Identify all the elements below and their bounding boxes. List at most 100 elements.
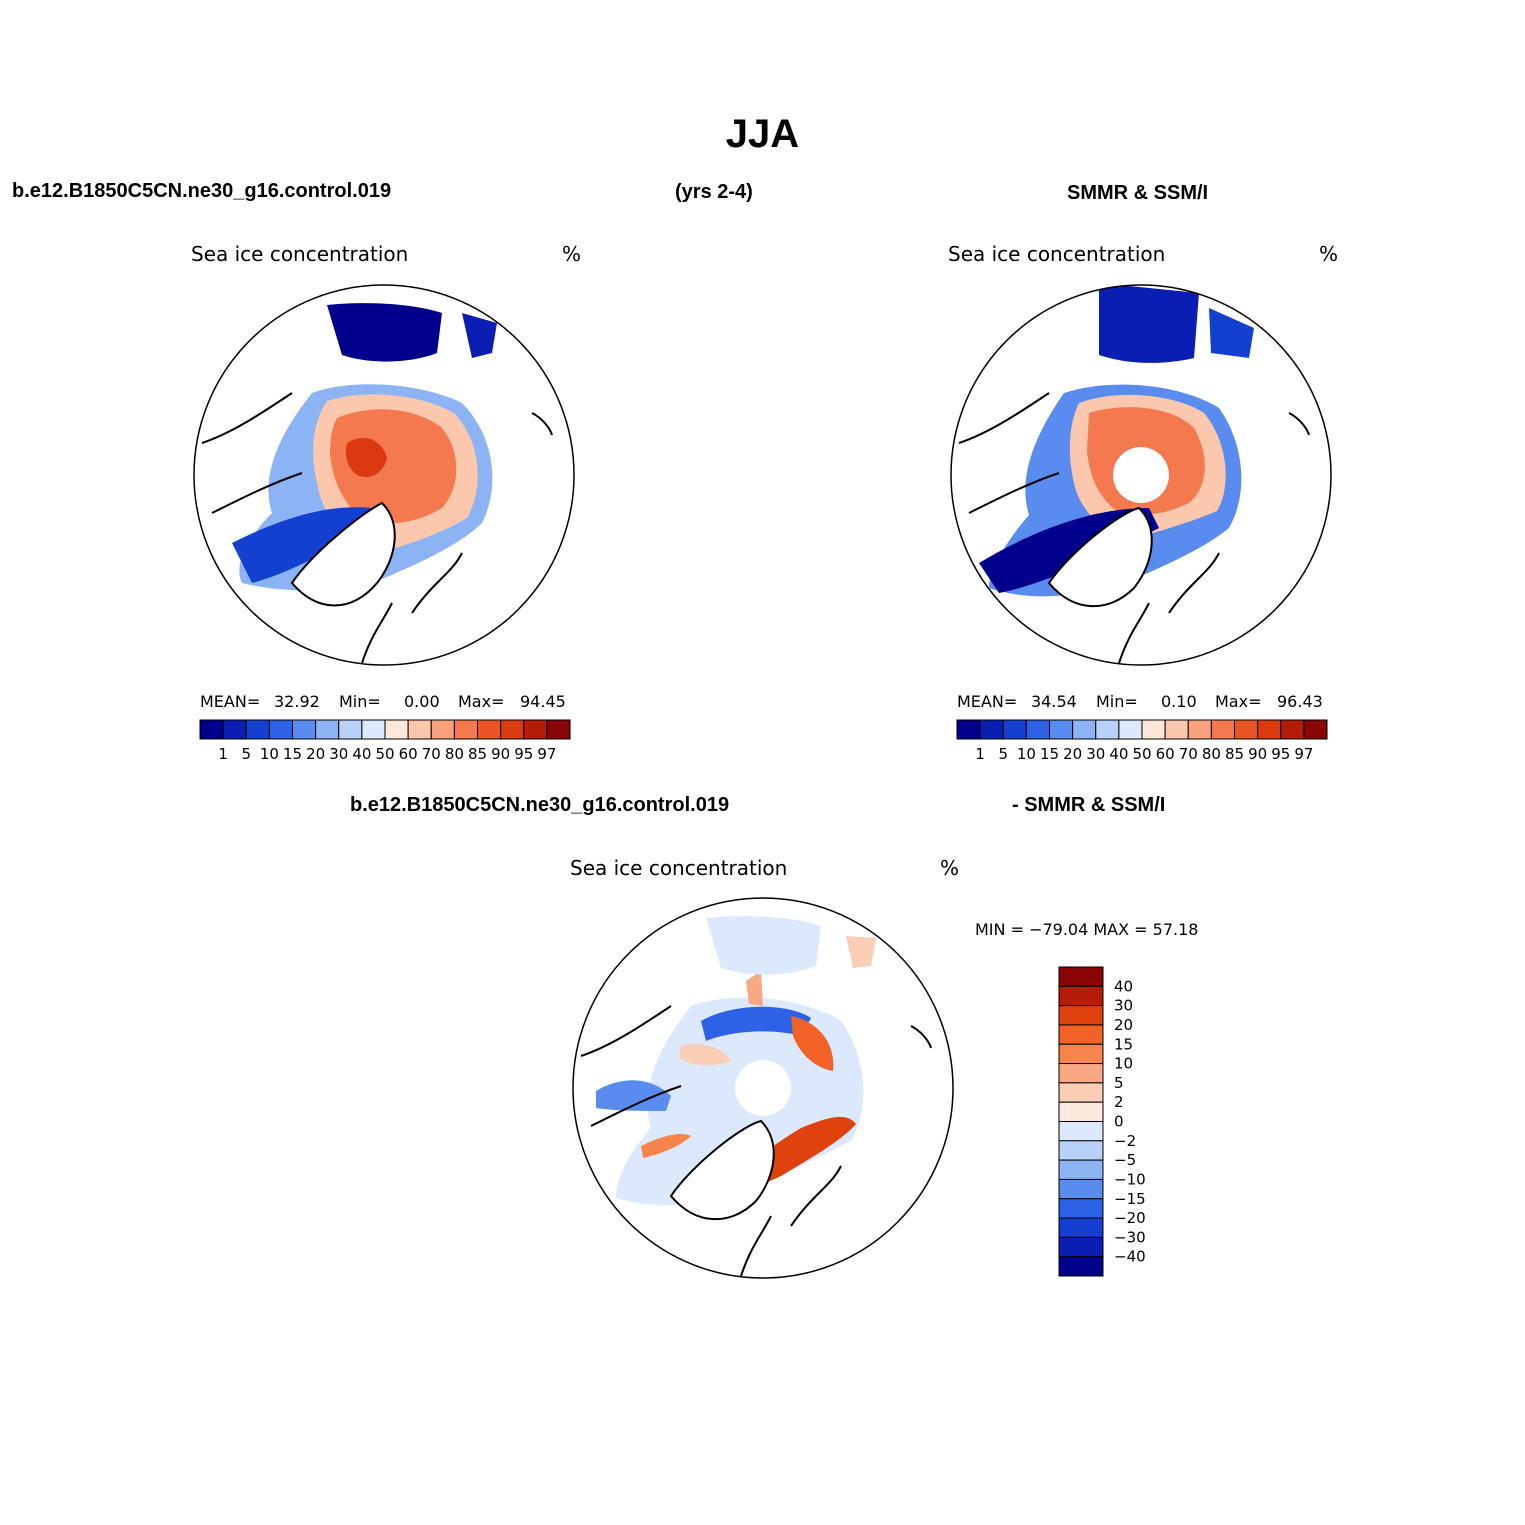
- diff-minmax: MIN = −79.04 MAX = 57.18: [975, 920, 1199, 939]
- diff-negative: [596, 1080, 671, 1111]
- model-colorbar-tick-label: 50: [375, 745, 394, 763]
- obs-colorbar-swatch: [1002, 719, 1027, 740]
- obs-colorbar-swatch: [1210, 719, 1235, 740]
- obs-colorbar-tick-label: 50: [1132, 745, 1151, 763]
- model-colorbar-swatch: [222, 719, 247, 740]
- diff-colorbar-swatch: [1058, 1256, 1104, 1277]
- diff-polar-map: [572, 897, 954, 1279]
- sea-ice-strip: [462, 313, 497, 358]
- obs-colorbar-swatch: [1095, 719, 1120, 740]
- obs-min-value: 0.10: [1161, 692, 1197, 711]
- obs-colorbar-tick-label: 70: [1179, 745, 1198, 763]
- diff-colorbar-swatch: [1058, 1217, 1104, 1238]
- diff-colorbar-tick-label: 40: [1114, 977, 1133, 995]
- diff-colorbar-tick-label: −2: [1114, 1132, 1136, 1150]
- obs-colorbar-swatch: [1141, 719, 1166, 740]
- channel-ice: [232, 507, 382, 583]
- model-min-value: 0.00: [404, 692, 440, 711]
- model-colorbar-tick-label: 5: [241, 745, 251, 763]
- model-colorbar-tick-label: 80: [445, 745, 464, 763]
- model-colorbar-tick-label: 1: [218, 745, 228, 763]
- obs-colorbar-tick-label: 10: [1017, 745, 1036, 763]
- model-colorbar-swatch: [245, 719, 270, 740]
- obs-min-label: Min=: [1096, 692, 1138, 711]
- model-min-label: Min=: [339, 692, 381, 711]
- coast-outline: [958, 392, 1310, 664]
- model-colorbar-tick-label: 15: [283, 745, 302, 763]
- obs-colorbar-tick-label: 95: [1271, 745, 1290, 763]
- diff-colorbar-swatch: [1058, 1005, 1104, 1026]
- diff-colorbar-swatch: [1058, 1159, 1104, 1180]
- obs-colorbar-tick-label: 20: [1063, 745, 1082, 763]
- model-max-label: Max=: [458, 692, 505, 711]
- model-colorbar-swatch: [292, 719, 317, 740]
- obs-colorbar-swatch: [979, 719, 1004, 740]
- model-colorbar-swatch: [430, 719, 455, 740]
- obs-header: SMMR & SSM/I: [1067, 182, 1209, 204]
- model-colorbar-swatch: [199, 719, 224, 740]
- obs-colorbar-swatch: [1118, 719, 1143, 740]
- diff-colorbar-tick-label: −5: [1114, 1151, 1136, 1169]
- obs-mean-value: 34.54: [1031, 692, 1077, 711]
- model-colorbar-swatch: [500, 719, 525, 740]
- obs-polar-map: [950, 284, 1332, 666]
- diff-panel-units: %: [940, 856, 960, 880]
- ice-field-max: [345, 438, 387, 478]
- diff-colorbar-swatch: [1058, 1063, 1104, 1084]
- diff-positive: [641, 1134, 691, 1158]
- model-colorbar-swatch: [361, 719, 386, 740]
- model-colorbar: 1 5 10 15 20 30 40 50 60 70 80 85 90 95 97: [199, 719, 571, 763]
- obs-colorbar-swatch: [1257, 719, 1282, 740]
- diff-colorbar-tick-label: 20: [1114, 1016, 1133, 1034]
- obs-colorbar-swatch: [1187, 719, 1212, 740]
- diff-colorbar-tick-label: 30: [1114, 997, 1133, 1015]
- obs-colorbar-tick-label: 97: [1294, 745, 1313, 763]
- obs-colorbar-tick-label: 90: [1248, 745, 1267, 763]
- obs-colorbar-swatch: [1072, 719, 1097, 740]
- obs-colorbar-tick-label: 5: [998, 745, 1008, 763]
- coast-outline: [201, 392, 553, 664]
- diff-colorbar-tick-label: 10: [1114, 1055, 1133, 1073]
- obs-max-label: Max=: [1215, 692, 1262, 711]
- bay-ice: [327, 303, 442, 362]
- obs-colorbar-swatch: [1280, 719, 1305, 740]
- diff-colorbar-tick-label: −20: [1114, 1209, 1146, 1227]
- diff-colorbar-tick-label: −40: [1114, 1248, 1146, 1266]
- model-polar-map: [193, 284, 575, 666]
- model-mean-value: 32.92: [274, 692, 320, 711]
- model-case-header: b.e12.B1850C5CN.ne30_g16.control.019: [12, 180, 392, 202]
- model-colorbar-swatch: [546, 719, 571, 740]
- obs-colorbar-swatch: [1303, 719, 1328, 740]
- obs-panel-units: %: [1319, 242, 1339, 266]
- diff-positive: [791, 1016, 834, 1071]
- diff-colorbar-swatch: [1058, 1140, 1104, 1161]
- coast-outline: [580, 1005, 932, 1277]
- model-colorbar-tick-label: 95: [514, 745, 533, 763]
- obs-colorbar-tick-label: 60: [1156, 745, 1175, 763]
- land-outline: [290, 501, 396, 607]
- diff-colorbar-swatch: [1058, 1024, 1104, 1045]
- obs-colorbar-swatch: [1025, 719, 1050, 740]
- pole-hole: [735, 1060, 791, 1116]
- model-panel-units: %: [562, 242, 582, 266]
- diff-colorbar-swatch: [1058, 1178, 1104, 1200]
- obs-max-value: 96.43: [1277, 692, 1323, 711]
- model-colorbar-swatch: [407, 719, 432, 740]
- bay-neutral: [706, 916, 821, 975]
- diff-positive: [746, 971, 763, 1006]
- diff-colorbar-swatch: [1058, 1121, 1104, 1142]
- obs-colorbar-swatch: [1234, 719, 1259, 740]
- diff-colorbar-swatch: [1058, 1198, 1104, 1219]
- obs-colorbar-tick-label: 40: [1109, 745, 1128, 763]
- land-outline: [1047, 506, 1153, 608]
- model-colorbar-tick-label: 30: [329, 745, 348, 763]
- model-colorbar-swatch: [384, 719, 409, 740]
- diff-colorbar-tick-label: 5: [1114, 1074, 1124, 1092]
- diff-colorbar-swatch: [1058, 966, 1104, 987]
- diff-colorbar-swatch: [1058, 985, 1104, 1007]
- diff-colorbar-tick-label: −15: [1114, 1190, 1146, 1208]
- obs-colorbar: 1 5 10 15 20 30 40 50 60 70 80 85 90 95 97: [956, 719, 1328, 763]
- diff-colorbar-swatch: [1058, 1236, 1104, 1258]
- period-header: (yrs 2-4): [675, 181, 753, 203]
- model-colorbar-tick-label: 90: [491, 745, 510, 763]
